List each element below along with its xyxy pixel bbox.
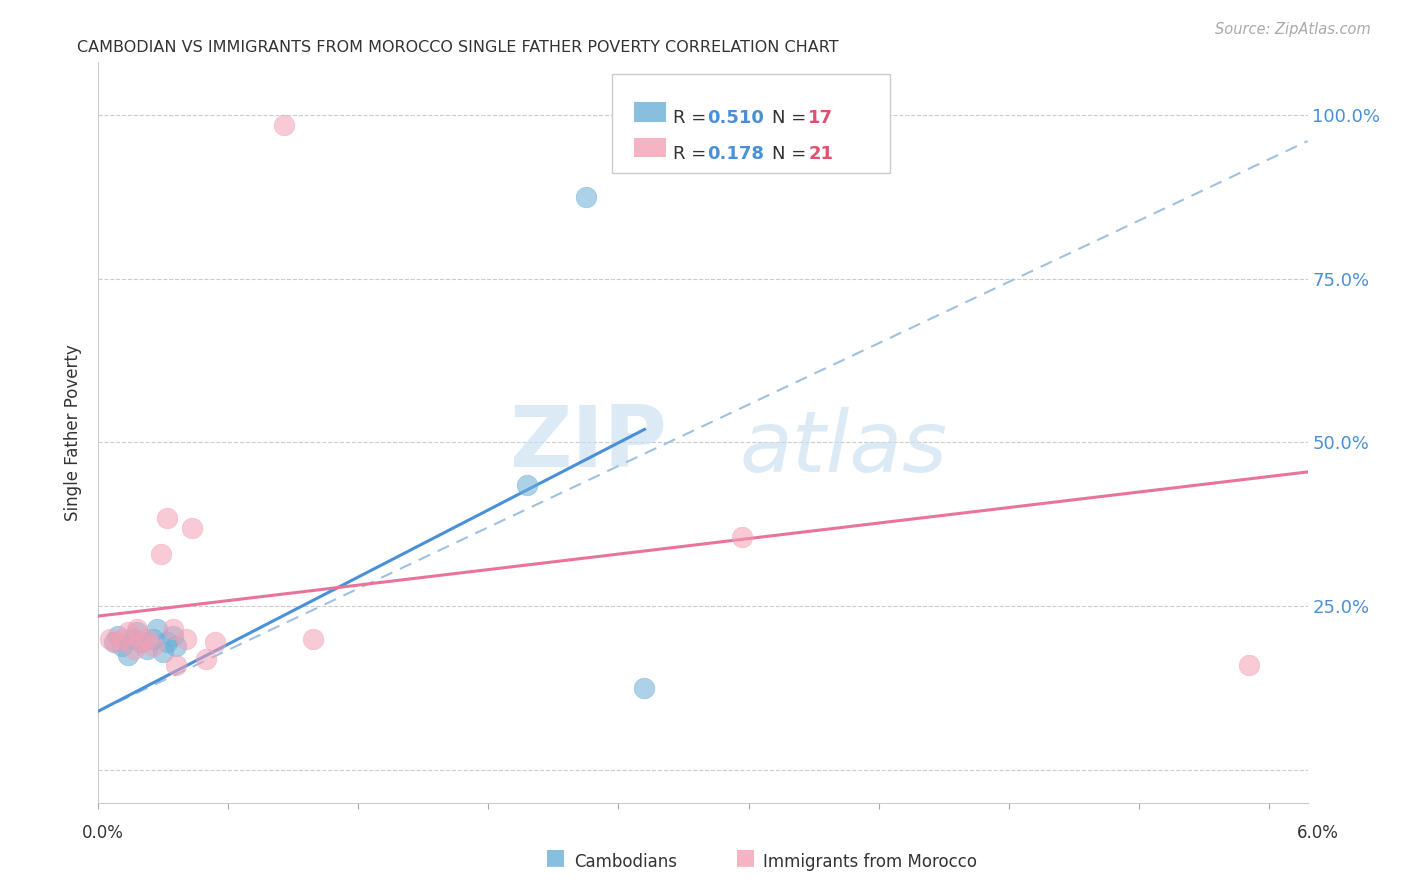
Point <box>165 639 187 653</box>
Text: 0.0%: 0.0% <box>82 824 124 842</box>
Point <box>162 629 184 643</box>
Point <box>162 622 184 636</box>
Point <box>117 648 139 663</box>
Point <box>111 632 134 646</box>
Text: Cambodians: Cambodians <box>574 853 676 871</box>
Point <box>103 635 125 649</box>
Point <box>127 625 149 640</box>
FancyBboxPatch shape <box>613 73 890 173</box>
Text: 0.510: 0.510 <box>707 109 763 127</box>
Point <box>131 635 153 649</box>
Text: ZIP: ZIP <box>509 402 666 485</box>
FancyBboxPatch shape <box>634 103 665 121</box>
Point <box>98 632 121 646</box>
Text: 0.178: 0.178 <box>707 145 763 162</box>
Point <box>142 632 165 646</box>
Point <box>194 651 217 665</box>
Text: R =: R = <box>672 145 711 162</box>
Text: N =: N = <box>772 109 811 127</box>
Text: Immigrants from Morocco: Immigrants from Morocco <box>763 853 977 871</box>
Point <box>633 681 655 695</box>
Text: CAMBODIAN VS IMMIGRANTS FROM MOROCCO SINGLE FATHER POVERTY CORRELATION CHART: CAMBODIAN VS IMMIGRANTS FROM MOROCCO SIN… <box>77 40 839 55</box>
Point <box>127 622 149 636</box>
Point <box>302 632 325 646</box>
Text: Source: ZipAtlas.com: Source: ZipAtlas.com <box>1215 22 1371 37</box>
Point <box>181 521 204 535</box>
Point <box>731 531 754 545</box>
Text: ■: ■ <box>735 847 755 867</box>
Point <box>107 629 129 643</box>
Text: 21: 21 <box>808 145 834 162</box>
Point <box>1237 658 1260 673</box>
Point <box>174 632 197 646</box>
Point <box>136 632 159 646</box>
Point <box>131 635 153 649</box>
Point <box>146 622 169 636</box>
Point <box>111 639 134 653</box>
Point <box>156 510 179 524</box>
Point <box>156 635 179 649</box>
Text: R =: R = <box>672 109 711 127</box>
Point <box>122 632 145 646</box>
Point <box>136 641 159 656</box>
Point <box>142 639 165 653</box>
Text: 17: 17 <box>808 109 834 127</box>
Point <box>149 547 172 561</box>
Point <box>516 478 538 492</box>
Text: atlas: atlas <box>740 408 948 491</box>
Point <box>122 641 145 656</box>
Point <box>273 118 295 132</box>
Text: ■: ■ <box>546 847 565 867</box>
Point <box>117 625 139 640</box>
Y-axis label: Single Father Poverty: Single Father Poverty <box>65 344 83 521</box>
Text: 6.0%: 6.0% <box>1296 824 1339 842</box>
Point <box>104 635 127 649</box>
Text: N =: N = <box>772 145 811 162</box>
FancyBboxPatch shape <box>634 138 665 157</box>
Point <box>165 658 187 673</box>
Point <box>575 190 598 204</box>
Point <box>204 635 226 649</box>
Point <box>152 645 174 659</box>
